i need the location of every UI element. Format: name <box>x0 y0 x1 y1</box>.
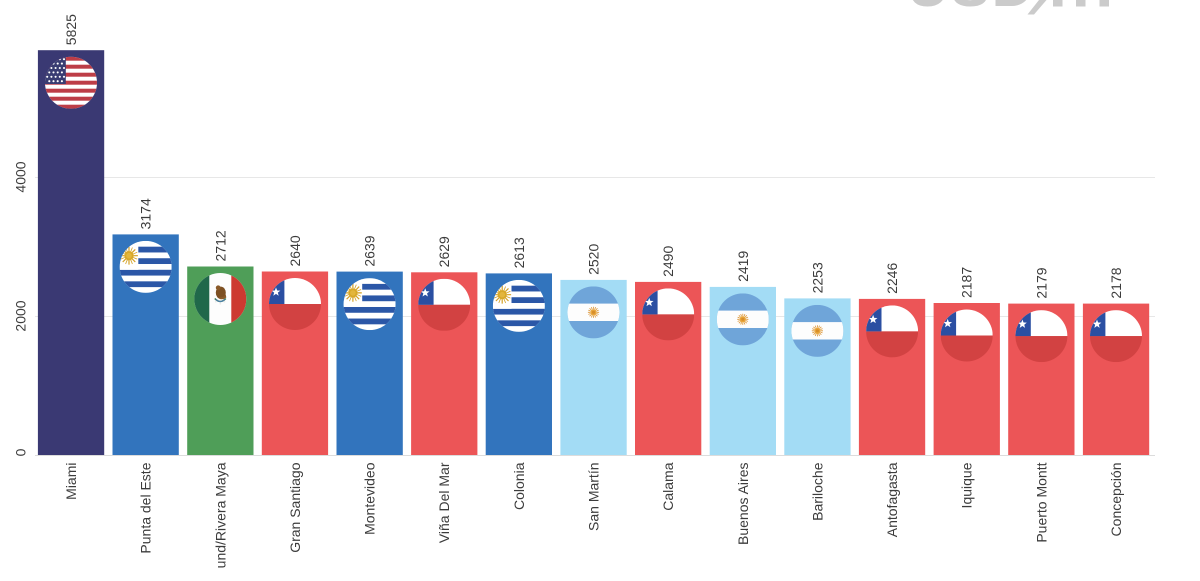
svg-text:2246: 2246 <box>884 263 900 294</box>
svg-text:Montevideo: Montevideo <box>362 462 378 535</box>
svg-text:Viña Del Mar: Viña Del Mar <box>436 462 452 543</box>
svg-text:Buenos Aires: Buenos Aires <box>735 463 751 546</box>
svg-text:Calama: Calama <box>660 462 676 510</box>
svg-text:Iquique: Iquique <box>959 462 975 508</box>
svg-text:USD: USD <box>907 0 1035 19</box>
svg-text:5825: 5825 <box>63 14 79 45</box>
svg-text:und/Rivera Maya: und/Rivera Maya <box>212 462 228 568</box>
svg-text:0: 0 <box>13 448 29 456</box>
svg-text:2187: 2187 <box>959 267 975 298</box>
svg-text:Bariloche: Bariloche <box>809 462 825 521</box>
svg-text:San Martín: San Martín <box>586 463 602 531</box>
svg-text:2253: 2253 <box>809 262 825 293</box>
svg-text:3174: 3174 <box>138 198 154 229</box>
svg-text:4000: 4000 <box>13 161 29 192</box>
svg-text:Punta del Este: Punta del Este <box>138 462 154 553</box>
svg-text:2490: 2490 <box>660 246 676 277</box>
svg-text:Colonia: Colonia <box>511 462 527 510</box>
svg-text:2639: 2639 <box>362 235 378 266</box>
svg-text:Concepción: Concepción <box>1108 463 1124 537</box>
svg-text:Miami: Miami <box>63 463 79 500</box>
svg-text:2640: 2640 <box>287 235 303 266</box>
svg-text:2520: 2520 <box>586 244 602 275</box>
svg-text:2712: 2712 <box>212 230 228 261</box>
svg-text:2629: 2629 <box>436 236 452 267</box>
svg-text:2178: 2178 <box>1108 267 1124 298</box>
svg-text:2419: 2419 <box>735 251 751 282</box>
svg-text:Antofagasta: Antofagasta <box>884 462 900 537</box>
svg-text:2179: 2179 <box>1033 267 1049 298</box>
svg-text:2613: 2613 <box>511 237 527 268</box>
svg-text:Puerto Montt: Puerto Montt <box>1033 462 1049 542</box>
svg-text:2000: 2000 <box>13 300 29 331</box>
svg-text:Gran Santiago: Gran Santiago <box>287 462 303 552</box>
